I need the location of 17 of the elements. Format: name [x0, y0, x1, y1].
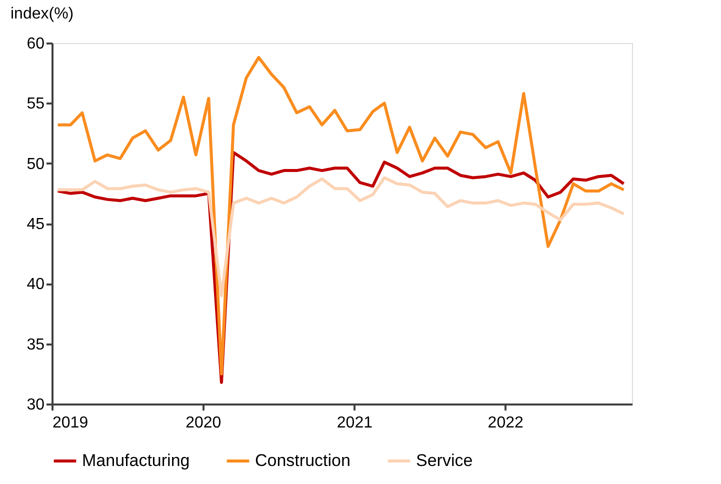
- y-tick-label: 40: [26, 276, 45, 294]
- legend-label: Manufacturing: [82, 451, 190, 470]
- x-tick-label: 2020: [186, 414, 222, 432]
- y-tick-label: 30: [26, 396, 45, 414]
- y-tick-label: 45: [26, 216, 45, 233]
- y-axis-title: index(%): [10, 6, 74, 22]
- y-tick-label: 60: [26, 36, 45, 52]
- y-tick-label: 50: [26, 156, 45, 173]
- x-tick-label: 2022: [488, 414, 524, 432]
- x-tick-label: 2019: [52, 414, 88, 432]
- line-series: [56, 56, 626, 376]
- y-tick-label: 55: [26, 96, 45, 113]
- x-tick-label: 2021: [336, 414, 373, 432]
- legend-label: Construction: [255, 451, 350, 470]
- y-tick-label: 35: [26, 336, 45, 354]
- line-series: [56, 176, 626, 298]
- legend-label: Service: [416, 451, 473, 470]
